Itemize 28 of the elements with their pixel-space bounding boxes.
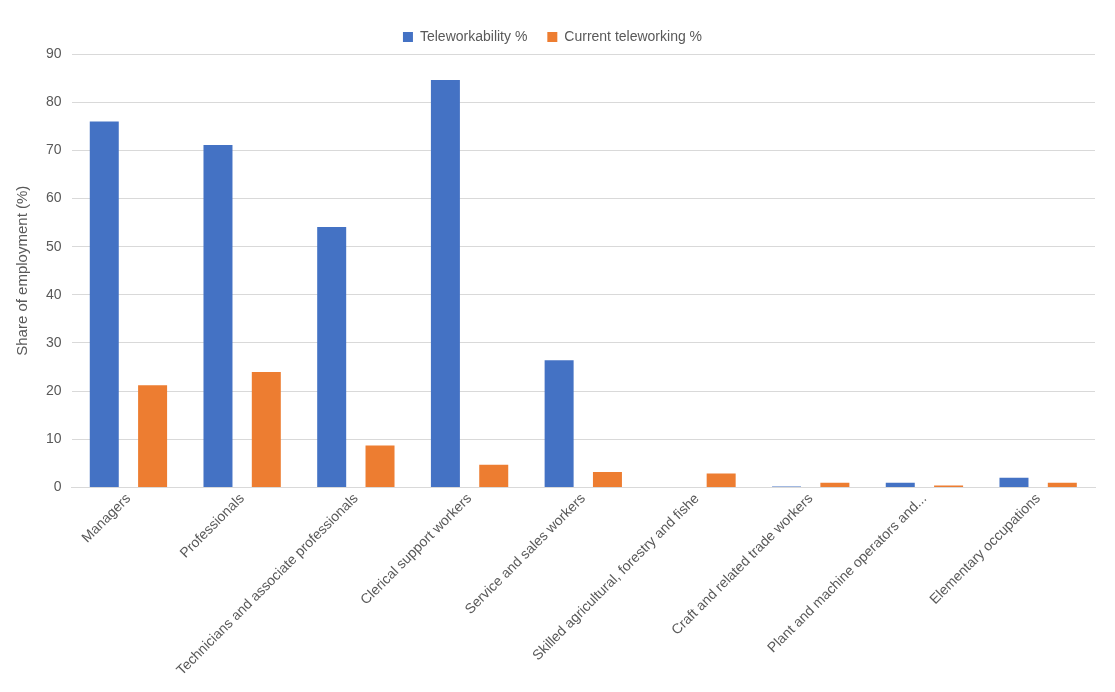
y-tick-label: 30 [45,333,62,350]
bar [592,472,622,487]
y-tick-label: 40 [45,285,62,302]
y-tick-label: 80 [45,93,62,110]
y-tick-label: 0 [53,478,62,495]
bar [885,482,915,487]
y-tick-label: 10 [45,430,62,447]
y-tick-label: 20 [45,382,62,399]
bar [479,464,509,487]
bar [317,226,347,487]
legend-label: Current teleworking % [564,27,703,44]
bar [251,371,281,487]
bar [89,121,119,487]
bar [820,482,850,487]
y-tick-label: 60 [45,189,62,206]
bar [138,385,168,487]
legend-label: Teleworkability % [419,27,528,44]
y-axis-title: Share of employment (%) [13,185,31,356]
y-tick-label: 90 [45,44,62,61]
bar [430,80,460,487]
bar [203,145,233,487]
y-tick-label: 50 [45,237,62,254]
y-tick-label: 70 [45,141,62,158]
bar [365,445,395,487]
bar [1047,482,1077,487]
bar [706,473,736,487]
bar [999,477,1029,487]
bar [544,360,574,487]
